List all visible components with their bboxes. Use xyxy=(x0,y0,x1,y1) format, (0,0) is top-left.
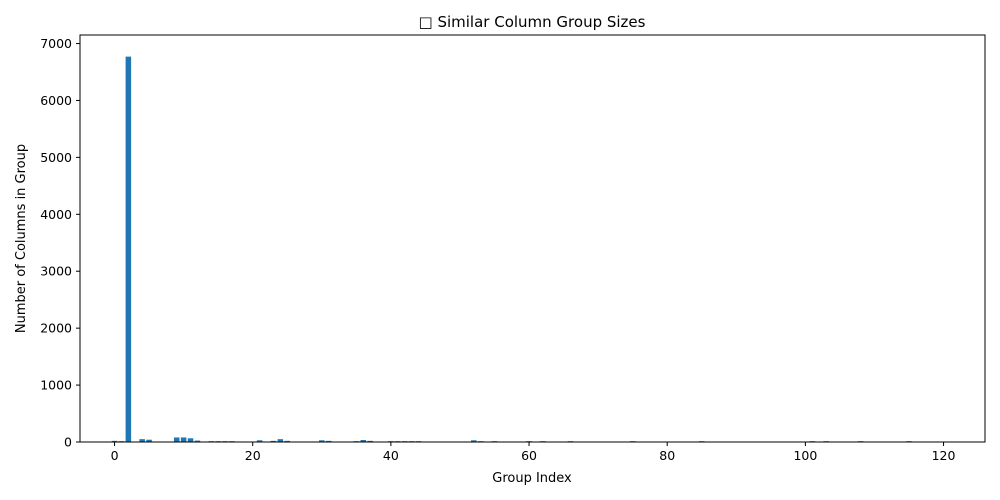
bar xyxy=(125,56,132,442)
y-tick-label: 4000 xyxy=(40,207,72,222)
bar xyxy=(284,440,291,442)
x-tick-label: 20 xyxy=(245,448,261,463)
y-tick-label: 0 xyxy=(64,435,72,450)
y-axis-ticks: 0 1000 2000 3000 4000 5000 6000 7000 xyxy=(40,36,80,450)
y-tick-label: 6000 xyxy=(40,93,72,108)
bar xyxy=(187,438,194,442)
bar xyxy=(194,440,201,442)
bar xyxy=(256,440,263,442)
x-tick-label: 40 xyxy=(383,448,399,463)
x-axis-ticks: 0 20 40 60 80 100 120 xyxy=(111,442,956,463)
x-tick-label: 120 xyxy=(932,448,956,463)
x-tick-label: 100 xyxy=(793,448,817,463)
y-tick-label: 2000 xyxy=(40,321,72,336)
x-tick-label: 80 xyxy=(659,448,675,463)
bar xyxy=(325,440,332,442)
bar xyxy=(146,439,152,442)
bar xyxy=(270,440,277,442)
bar xyxy=(139,439,145,442)
bar xyxy=(277,439,284,442)
x-tick-label: 0 xyxy=(111,448,119,463)
y-tick-label: 5000 xyxy=(40,150,72,165)
x-axis-label: Group Index xyxy=(492,471,572,486)
bar xyxy=(180,437,187,442)
plot-frame xyxy=(79,34,986,443)
bar xyxy=(367,440,373,442)
bar xyxy=(173,437,180,442)
y-tick-label: 3000 xyxy=(40,264,72,279)
chart-title: □ Similar Column Group Sizes xyxy=(419,13,646,31)
bar xyxy=(319,440,325,442)
bar xyxy=(360,440,367,442)
y-tick-label: 1000 xyxy=(40,378,72,393)
x-tick-label: 60 xyxy=(521,448,537,463)
y-tick-label: 7000 xyxy=(40,36,72,51)
y-axis-label: Number of Columns in Group xyxy=(14,144,29,333)
bar xyxy=(111,440,118,442)
bar xyxy=(471,440,477,442)
